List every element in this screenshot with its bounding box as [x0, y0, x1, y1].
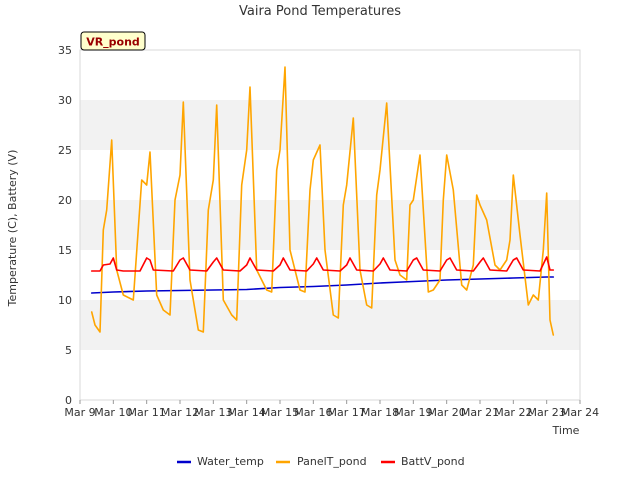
site-label-box: VR_pond: [80, 31, 146, 51]
series-line-water-temp: [90, 276, 555, 294]
x-tick-label: Mar 15: [261, 406, 299, 419]
series-lines: [90, 66, 555, 336]
grid-band: [80, 100, 580, 150]
x-tick-label: Mar 16: [294, 406, 332, 419]
x-tick-label: Mar 13: [194, 406, 232, 419]
x-tick-label: Mar 9: [64, 406, 95, 419]
x-axis-label: Time: [552, 424, 580, 437]
plot-area-border: [79, 49, 581, 401]
legend: Water_temp PanelT_pond BattV_pond: [177, 455, 465, 468]
y-tick-label: 30: [58, 94, 72, 107]
y-axis-label: Temperature (C), Battery (V): [6, 150, 19, 308]
legend-label: Water_temp: [197, 455, 264, 468]
x-tick-label: Mar 17: [328, 406, 366, 419]
y-tick-label: 15: [58, 244, 72, 257]
x-tick-label: Mar 22: [494, 406, 532, 419]
legend-label: PanelT_pond: [297, 455, 367, 468]
x-tick-label: Mar 12: [161, 406, 199, 419]
y-tick-label: 25: [58, 144, 72, 157]
x-tick-label: Mar 24: [561, 406, 599, 419]
series-line-panelt-pond: [90, 66, 555, 336]
x-tick-label: Mar 21: [461, 406, 499, 419]
site-label: VR_pond: [86, 36, 140, 49]
y-tick-label: 5: [65, 344, 72, 357]
x-tick-label: Mar 10: [94, 406, 132, 419]
x-tick-label: Mar 11: [128, 406, 166, 419]
y-tick-label: 35: [58, 44, 72, 57]
y-axis-ticks: 0 5 10 15 20 25 30 35: [58, 44, 72, 407]
y-tick-label: 20: [58, 194, 72, 207]
grid-bands: [80, 100, 580, 350]
grid-band: [80, 300, 580, 350]
x-tick-label: Mar 18: [361, 406, 399, 419]
x-tick-label: Mar 14: [228, 406, 266, 419]
x-tick-label: Mar 23: [528, 406, 566, 419]
legend-label: BattV_pond: [401, 455, 465, 468]
y-tick-label: 10: [58, 294, 72, 307]
series-line-battv-pond: [90, 256, 555, 272]
chart-title: Vaira Pond Temperatures: [239, 4, 401, 19]
x-tick-label: Mar 20: [428, 406, 466, 419]
grid-band: [80, 200, 580, 250]
y-tick-label: 0: [65, 394, 72, 407]
x-tick-label: Mar 19: [394, 406, 432, 419]
